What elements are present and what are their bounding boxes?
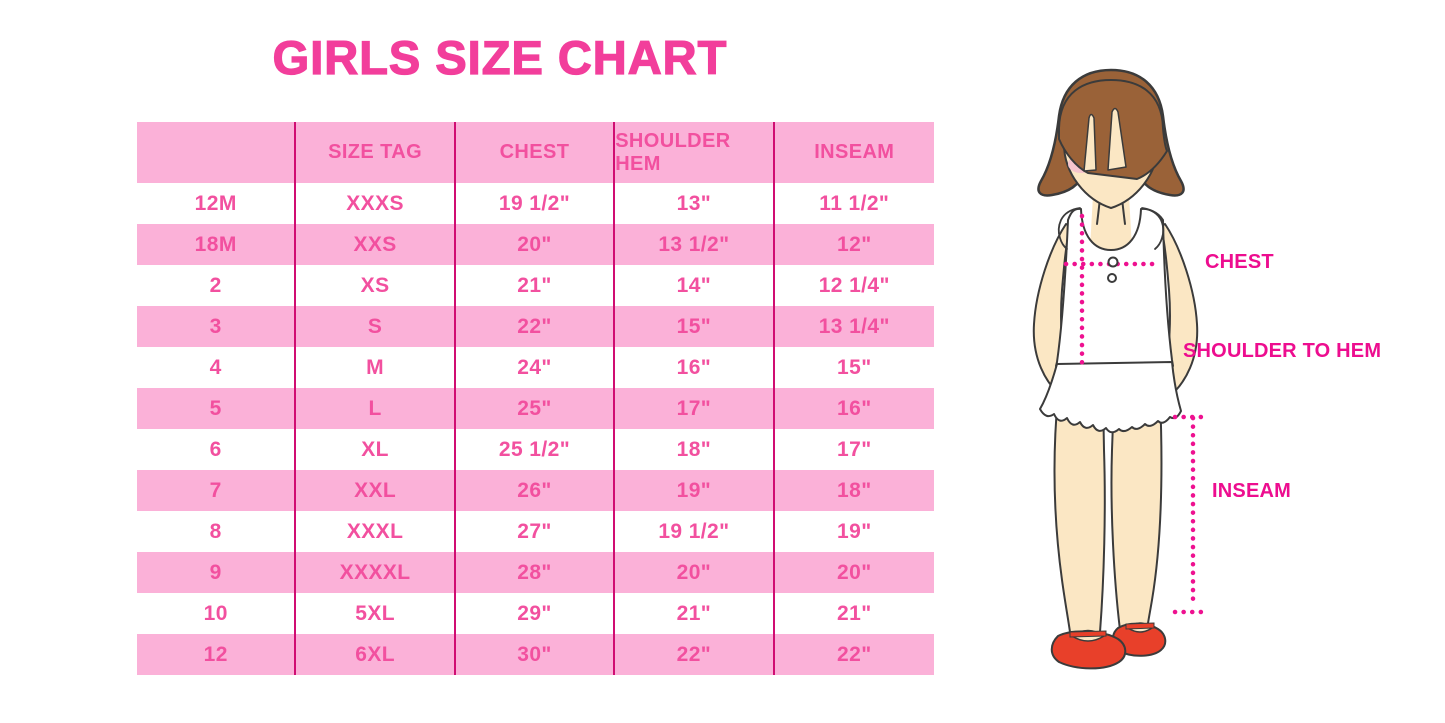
table-cell: 15" bbox=[837, 355, 872, 379]
table-cell: 21" bbox=[837, 601, 872, 625]
header-cell-shoulder-hem: SHOULDER HEM bbox=[615, 122, 775, 183]
table-row: 10 5XL 29" 21" 21" bbox=[137, 593, 934, 634]
table-cell: 25 1/2" bbox=[456, 429, 616, 470]
table-cell: 20" bbox=[615, 552, 775, 593]
table-cell: 12 bbox=[137, 634, 297, 675]
table-cell: 19 1/2" bbox=[456, 183, 616, 224]
table-row: 7 XXL 26" 19" 18" bbox=[137, 470, 934, 511]
table-cell: 28" bbox=[456, 552, 616, 593]
table-cell: 13 1/2" bbox=[615, 224, 775, 265]
size-table: SIZE TAG CHEST SHOULDER HEM INSEAM 12M X… bbox=[137, 122, 934, 675]
table-cell: S bbox=[296, 306, 456, 347]
table-cell: 17" bbox=[837, 437, 872, 461]
girl-illustration bbox=[1032, 68, 1209, 670]
table-cell: 6 bbox=[137, 429, 297, 470]
skirt bbox=[1039, 361, 1182, 434]
table-cell: 17" bbox=[615, 388, 775, 429]
table-cell: M bbox=[296, 347, 456, 388]
table-cell: 16" bbox=[615, 347, 775, 388]
table-row: 2 XS 21" 14" 12 1/4" bbox=[137, 265, 934, 306]
table-cell: XS bbox=[296, 265, 456, 306]
table-cell: 20" bbox=[456, 224, 616, 265]
table-cell: 14" bbox=[615, 265, 775, 306]
table-cell: 29" bbox=[456, 593, 616, 634]
header-cell-size-tag: SIZE TAG bbox=[296, 122, 456, 183]
table-row: 12 6XL 30" 22" 22" bbox=[137, 634, 934, 675]
table-cell: 8 bbox=[137, 511, 297, 552]
table-cell: 26" bbox=[456, 470, 616, 511]
table-row: 3 S 22" 15" 13 1/4" bbox=[137, 306, 934, 347]
table-cell: 24" bbox=[456, 347, 616, 388]
shoulder-to-hem-label: SHOULDER TO HEM bbox=[1183, 340, 1382, 362]
table-cell: 16" bbox=[837, 396, 872, 420]
table-cell: 18M bbox=[137, 224, 297, 265]
table-cell: 18" bbox=[837, 478, 872, 502]
table-row: 5 L 25" 17" 16" bbox=[137, 388, 934, 429]
table-cell: 18" bbox=[615, 429, 775, 470]
table-row: 18M XXS 20" 13 1/2" 12" bbox=[137, 224, 934, 265]
table-cell: 13 1/4" bbox=[818, 314, 890, 338]
table-cell: 2 bbox=[137, 265, 297, 306]
table-cell: 20" bbox=[837, 560, 872, 584]
legs bbox=[1053, 395, 1163, 633]
table-cell: 12M bbox=[137, 183, 297, 224]
table-cell: XXXXL bbox=[296, 552, 456, 593]
measurement-lines bbox=[1063, 213, 1209, 615]
table-cell: XL bbox=[296, 429, 456, 470]
table-cell: XXXL bbox=[296, 511, 456, 552]
header-cell-inseam: INSEAM bbox=[814, 141, 895, 163]
table-cell: 19 1/2" bbox=[615, 511, 775, 552]
inseam-label: INSEAM bbox=[1212, 480, 1291, 502]
table-cell: 5XL bbox=[296, 593, 456, 634]
table-cell: 5 bbox=[137, 388, 297, 429]
header-cell-blank bbox=[137, 122, 297, 183]
table-cell: 4 bbox=[137, 347, 297, 388]
table-cell: 27" bbox=[456, 511, 616, 552]
table-cell: 6XL bbox=[296, 634, 456, 675]
table-cell: 15" bbox=[615, 306, 775, 347]
table-cell: L bbox=[296, 388, 456, 429]
table-cell: 11 1/2" bbox=[819, 191, 890, 215]
table-row: 6 XL 25 1/2" 18" 17" bbox=[137, 429, 934, 470]
table-cell: 10 bbox=[137, 593, 297, 634]
shoes bbox=[1050, 622, 1167, 670]
table-cell: 22" bbox=[456, 306, 616, 347]
ruffle-right bbox=[1141, 207, 1165, 250]
table-cell: 12" bbox=[837, 232, 872, 256]
table-row: 8 XXXL 27" 19 1/2" 19" bbox=[137, 511, 934, 552]
table-cell: 30" bbox=[456, 634, 616, 675]
measurement-diagram: CHEST SHOULDER TO HEM INSEAM bbox=[1000, 40, 1445, 700]
table-cell: 21" bbox=[615, 593, 775, 634]
table-cell: 19" bbox=[837, 519, 872, 543]
chest-label: CHEST bbox=[1205, 251, 1274, 273]
table-cell: 21" bbox=[456, 265, 616, 306]
table-cell: 25" bbox=[456, 388, 616, 429]
bangs bbox=[1058, 79, 1168, 180]
table-header-row: SIZE TAG CHEST SHOULDER HEM INSEAM bbox=[137, 122, 934, 183]
table-row: 12M XXXS 19 1/2" 13" 11 1/2" bbox=[137, 183, 934, 224]
table-row: 4 M 24" 16" 15" bbox=[137, 347, 934, 388]
table-cell: 9 bbox=[137, 552, 297, 593]
table-cell: 3 bbox=[137, 306, 297, 347]
table-cell: XXS bbox=[296, 224, 456, 265]
table-cell: 22" bbox=[615, 634, 775, 675]
table-row: 9 XXXXL 28" 20" 20" bbox=[137, 552, 934, 593]
table-cell: XXXS bbox=[296, 183, 456, 224]
header-cell-chest: CHEST bbox=[456, 122, 616, 183]
table-cell: 19" bbox=[615, 470, 775, 511]
table-cell: 7 bbox=[137, 470, 297, 511]
table-cell: 12 1/4" bbox=[818, 273, 890, 297]
table-cell: XXL bbox=[296, 470, 456, 511]
ruffle-left bbox=[1057, 207, 1081, 250]
buttons bbox=[1107, 256, 1119, 283]
table-cell: 22" bbox=[837, 642, 872, 666]
table-cell: 13" bbox=[615, 183, 775, 224]
page-title: GIRLS SIZE CHART bbox=[272, 30, 728, 84]
